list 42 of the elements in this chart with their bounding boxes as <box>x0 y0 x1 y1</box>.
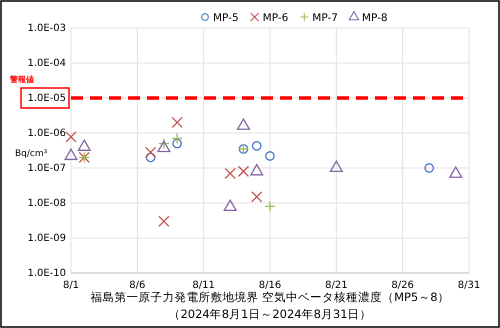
point <box>330 160 343 172</box>
legend-label: MP-5 <box>213 12 239 24</box>
point <box>424 163 434 173</box>
x-tick-label: 8/1 <box>62 280 80 292</box>
point <box>146 152 156 162</box>
y-tick-label: 1.0E-06 <box>27 128 66 140</box>
legend-label: MP-7 <box>312 12 338 24</box>
point <box>158 216 170 227</box>
x-tick-label: 8/26 <box>391 280 414 292</box>
point <box>238 166 250 178</box>
y-tick-label: 1.0E-04 <box>27 58 66 70</box>
point <box>158 138 170 150</box>
point <box>64 148 78 160</box>
y-tick-label: 1.0E-10 <box>27 268 66 280</box>
point <box>172 138 182 148</box>
y-tick-label: 1.0E-09 <box>27 233 66 244</box>
x-axis-title: 福島第一原子力発電所敷地境界 空気中ベータ核種濃度（MP5～8） <box>90 290 450 304</box>
y-tick-label: 1.0E-08 <box>27 198 66 210</box>
point <box>265 151 275 161</box>
y-tick-label: 1.0E-07 <box>27 163 66 174</box>
y-axis-title: Bq/cm³ <box>15 149 48 159</box>
point <box>171 116 183 128</box>
point <box>144 146 156 158</box>
ref-line-label: 警報値 <box>9 75 34 84</box>
text: （2024年8月1日～2024年8月31日） <box>168 307 372 321</box>
point <box>251 191 262 202</box>
legend-label: MP-8 <box>362 12 388 24</box>
point <box>224 200 237 212</box>
x-tick-label: 8/6 <box>129 280 146 292</box>
point <box>65 131 77 143</box>
point <box>224 168 236 180</box>
y-tick-label: 1.0E-03 <box>27 23 66 34</box>
point <box>171 132 183 144</box>
point <box>264 200 276 212</box>
x-tick-label: 8/31 <box>458 280 480 292</box>
point <box>157 140 170 152</box>
point <box>252 141 262 151</box>
y-tick-label: 1.0E-05 <box>27 93 66 104</box>
x-tick-label: 8/11 <box>192 280 215 292</box>
x-tick-label: 8/21 <box>325 280 348 292</box>
legend-label: MP-6 <box>262 12 289 24</box>
x-tick-label: 8/16 <box>258 280 282 292</box>
